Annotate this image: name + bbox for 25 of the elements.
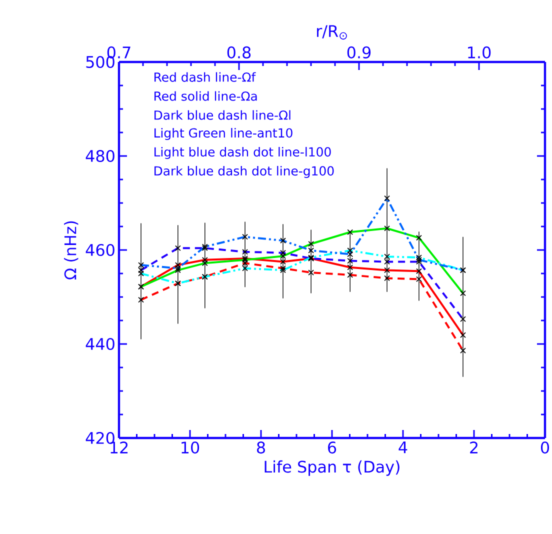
x-tick-label: 4 (398, 442, 408, 454)
x-tick-label: 8 (257, 442, 265, 454)
x-tick-label: 10 (182, 442, 200, 454)
x2-tick-label: 0.8 (227, 46, 251, 58)
x2-tick-label: 1.0 (468, 46, 491, 58)
annotation: Dark blue dash line-Ωl (154, 110, 290, 120)
y-tick-label: 420 (86, 432, 114, 444)
y-tick-label: 500 (86, 56, 114, 68)
y-tick-label: 440 (86, 338, 114, 350)
y-tick-label: 460 (86, 244, 114, 256)
annotation: Light Green line-ant10 (154, 128, 292, 140)
annotation: Dark blue dash dot line-g100 (154, 166, 334, 178)
annotation: Red dash line-Ωf (154, 72, 256, 82)
x-axis-title: Life Span τ (Day) (264, 460, 400, 476)
annotation: Red solid line-Ωa (154, 91, 257, 101)
y-axis-title: Ω (nHz) (64, 221, 78, 280)
x-tick-label: 2 (470, 442, 478, 454)
x2-tick-label: 0.7 (107, 46, 130, 58)
y-tick-label: 480 (86, 150, 114, 162)
x-tick-label: 6 (328, 442, 336, 454)
x-tick-label: 12 (110, 442, 128, 454)
x2-axis-title: r/R$_{⊙}$ (317, 25, 347, 40)
annotation: Light blue dash dot line-l100 (154, 146, 331, 160)
x-tick-label: 0 (540, 442, 550, 454)
x2-tick-label: 0.9 (347, 46, 371, 58)
